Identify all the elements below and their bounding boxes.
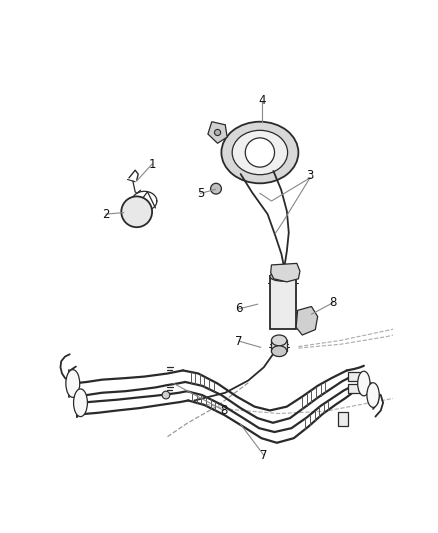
Text: 8: 8 (329, 296, 337, 309)
Text: 4: 4 (258, 94, 266, 108)
Polygon shape (271, 263, 300, 282)
Bar (338, 412, 349, 426)
Text: 8: 8 (220, 404, 227, 417)
FancyBboxPatch shape (272, 341, 287, 351)
Text: 5: 5 (197, 187, 204, 200)
Polygon shape (208, 122, 227, 143)
Text: 2: 2 (102, 208, 110, 221)
Circle shape (162, 391, 170, 399)
FancyBboxPatch shape (270, 277, 296, 329)
Ellipse shape (272, 346, 287, 357)
Circle shape (211, 183, 221, 194)
Circle shape (121, 196, 152, 227)
Text: 7: 7 (235, 335, 243, 348)
Ellipse shape (272, 335, 287, 346)
Text: 7: 7 (260, 449, 268, 462)
Circle shape (215, 130, 221, 135)
Text: 1: 1 (148, 158, 156, 171)
Ellipse shape (232, 131, 288, 175)
Bar (349, 384, 362, 393)
Ellipse shape (367, 383, 379, 407)
Text: 3: 3 (306, 169, 314, 182)
Circle shape (245, 138, 275, 167)
Bar (349, 372, 362, 381)
Ellipse shape (270, 272, 296, 281)
Polygon shape (296, 306, 318, 335)
Text: 6: 6 (235, 302, 243, 316)
Ellipse shape (66, 370, 80, 398)
Ellipse shape (74, 389, 88, 417)
Ellipse shape (221, 122, 298, 183)
Ellipse shape (358, 371, 370, 396)
